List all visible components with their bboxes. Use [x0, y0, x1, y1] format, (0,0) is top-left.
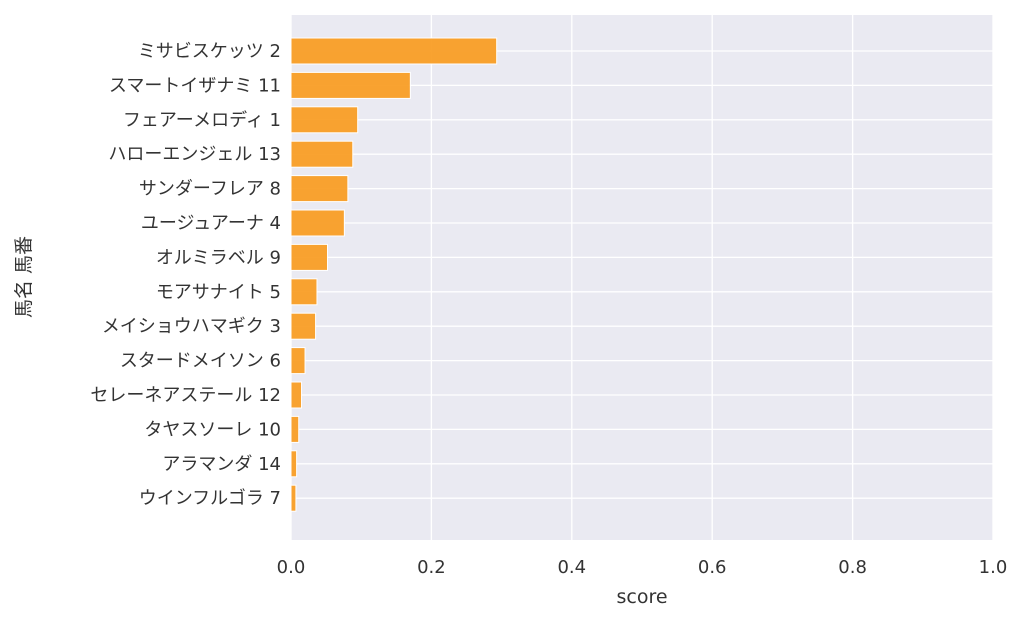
plot-background [291, 15, 993, 540]
bar [290, 175, 349, 203]
y-tick-label: ユージュアーナ 4 [141, 213, 281, 234]
bar [290, 278, 318, 306]
bar [290, 71, 411, 99]
x-tick-label: 1.0 [979, 557, 1008, 578]
bar [290, 415, 300, 443]
y-tick-label: セレーネアステール 12 [90, 385, 281, 406]
y-tick-label: アラマンダ 14 [162, 454, 281, 475]
y-tick-label: タヤスソーレ 10 [144, 419, 281, 440]
x-tick-label: 0.0 [277, 557, 306, 578]
y-axis-label: 馬名 馬番 [13, 236, 35, 318]
bar [290, 450, 298, 478]
bar [290, 140, 354, 168]
bar [290, 209, 345, 237]
y-tick-label: スタードメイソン 6 [120, 351, 281, 372]
y-tick-label: スマートイザナミ 11 [109, 75, 281, 96]
y-tick-label: ウインフルゴラ 7 [139, 488, 281, 509]
x-tick-label: 0.8 [838, 557, 867, 578]
bar [290, 312, 317, 340]
bars [290, 37, 498, 512]
x-tick-label: 0.2 [417, 557, 446, 578]
x-tick-labels: 0.0 0.2 0.4 0.6 0.8 1.0 [277, 557, 1008, 578]
x-tick-label: 0.6 [698, 557, 727, 578]
y-tick-labels: ミサビスケッツ 2 スマートイザナミ 11 フェアーメロディ 1 ハローエンジェル 1… [90, 41, 281, 509]
y-tick-label: ミサビスケッツ 2 [138, 41, 281, 62]
y-tick-label: フェアーメロディ 1 [123, 110, 281, 131]
x-axis-label: score [616, 586, 667, 608]
bar [290, 347, 306, 375]
y-tick-label: ハローエンジェル 13 [108, 144, 281, 165]
bar [290, 106, 359, 134]
x-tick-label: 0.4 [557, 557, 586, 578]
y-tick-label: メイショウハマギク 3 [102, 316, 281, 337]
y-tick-label: モアサナイト 5 [156, 282, 281, 303]
bar [290, 484, 297, 512]
y-tick-label: サンダーフレア 8 [139, 179, 281, 200]
y-tick-label: オルミラベル 9 [156, 247, 281, 268]
bar [290, 37, 498, 65]
bar [290, 381, 303, 409]
bar [290, 243, 329, 271]
